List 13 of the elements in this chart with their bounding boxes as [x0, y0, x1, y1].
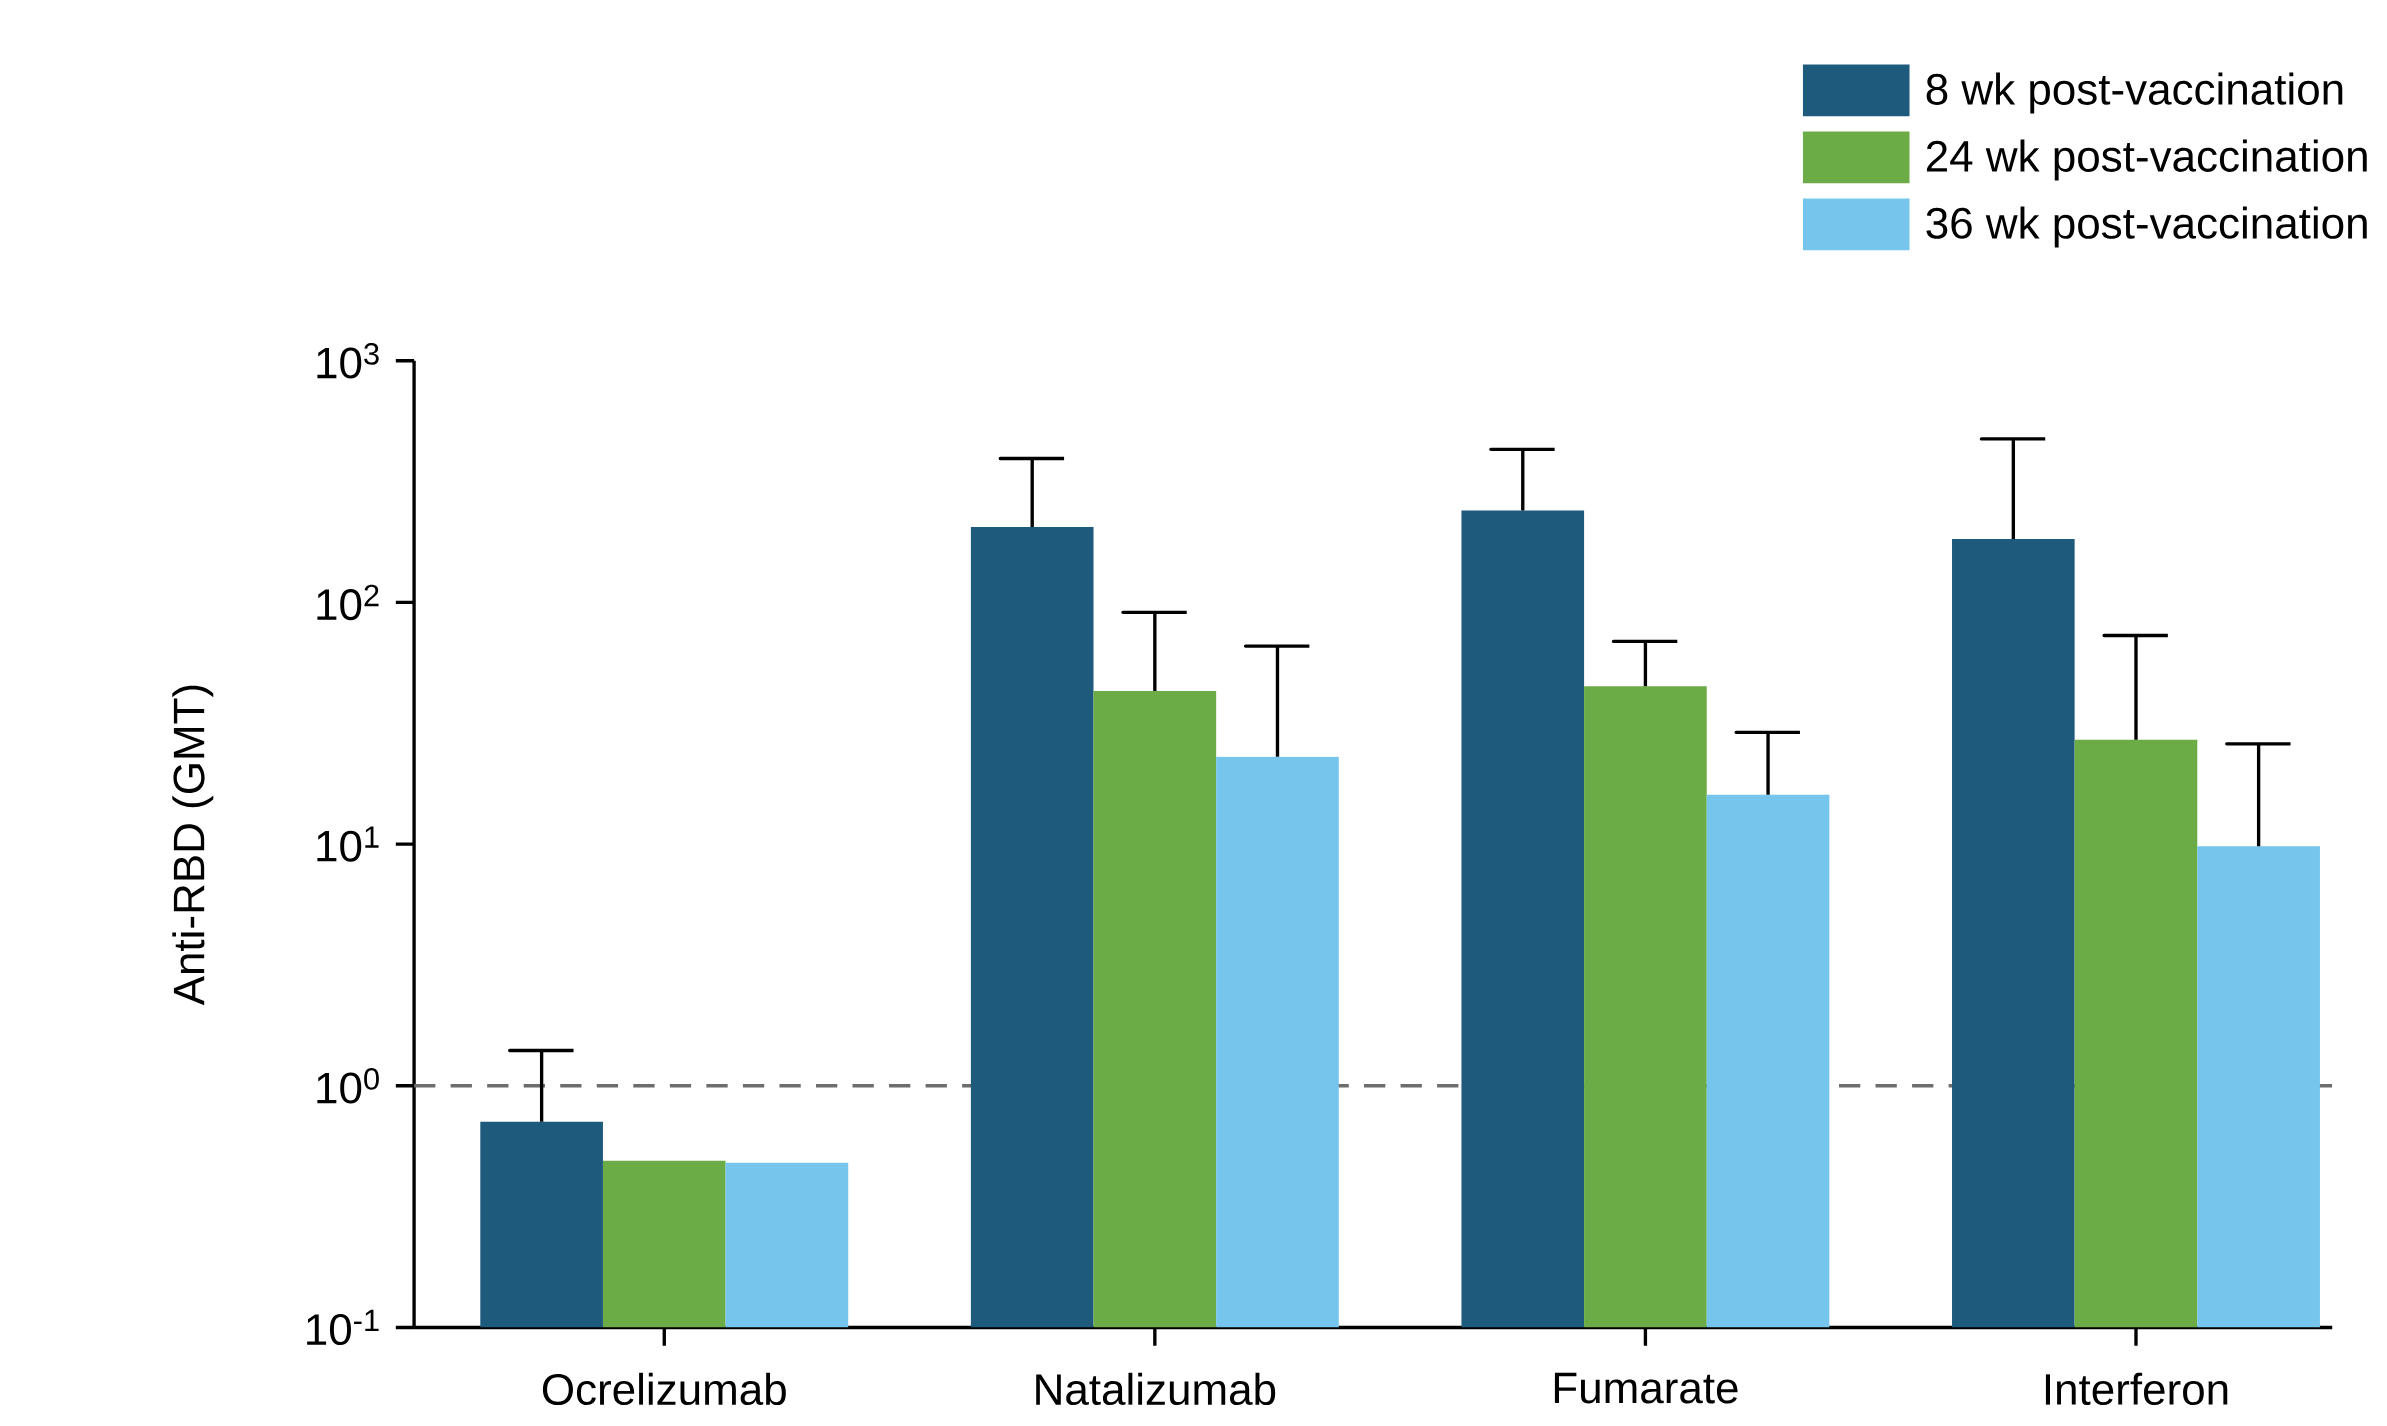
y-tick-label: 10$^{0}$	[317, 1067, 379, 1104]
y-tick-label: 10$^{1}$	[317, 826, 379, 862]
y-tick-label: 10$^{2}$	[317, 584, 379, 621]
y-axis-title: Anti-RBD (GMT)	[172, 685, 214, 1006]
y-tick-label: 10$^{-1}$	[307, 1309, 379, 1345]
legend-label: 8 wk post-vaccination	[1926, 72, 2343, 114]
x-tick-label: Interferon	[2045, 1372, 2228, 1405]
legend-label: 24 wk post-vaccination	[1926, 139, 2367, 181]
x-tick-label: Fumarate	[1554, 1372, 1738, 1404]
y-tick-label: 10$^{3}$	[317, 342, 379, 379]
x-tick-label: Natalizumab	[1036, 1372, 1276, 1405]
legend-label: 36 wk post-vaccination	[1926, 206, 2367, 248]
x-tick-label: Ocrelizumab	[542, 1372, 786, 1405]
